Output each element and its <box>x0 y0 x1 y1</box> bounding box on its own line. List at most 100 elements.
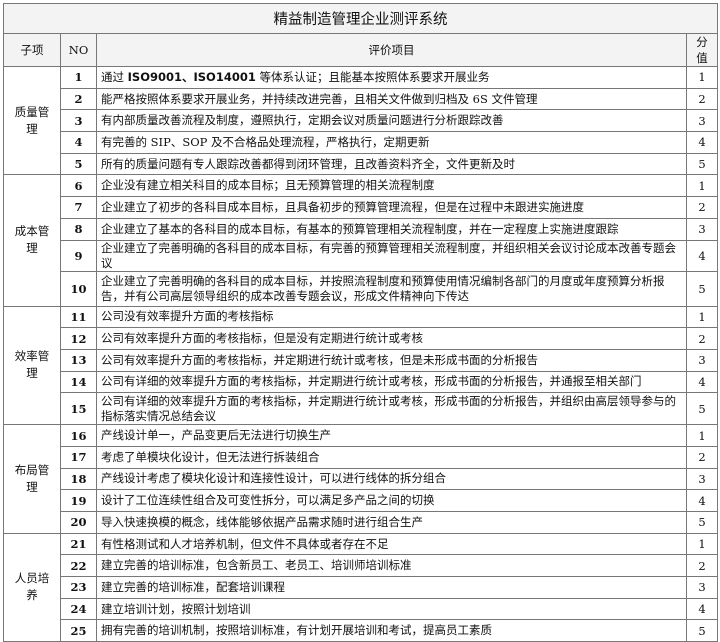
row-number: 1 <box>60 66 97 89</box>
evaluation-item: 通过 ISO9001、ISO14001 等体系认证；且能基本按照体系要求开展业务 <box>96 66 687 89</box>
evaluation-item: 企业建立了完善明确的各科目的成本目标，并按照流程制度和预算使用情况编制各部门的月… <box>96 270 687 307</box>
table-row: 15 公司有详细的效率提升方面的考核指标，并定期进行统计或考核，形成书面的分析报告… <box>4 392 718 426</box>
table-row: 3 有内部质量改善流程及制度，遵照执行，定期会议对质量问题进行分析跟踪改善 3 <box>4 109 718 133</box>
evaluation-item: 公司有效率提升方面的考核指标，但是没有定期进行统计或考核 <box>96 327 687 350</box>
row-number: 16 <box>60 424 97 447</box>
item-text: 公司有效率提升方面的考核指标，并定期进行统计或考核，但是未形成书面的分析报告 <box>101 352 538 367</box>
evaluation-item: 拥有完善的培训机制，按照培训标准，有计划开展培训和考试，提高员工素质 <box>96 619 687 642</box>
table-title: 精益制造管理企业测评系统 <box>3 3 718 34</box>
score-cell: 1 <box>686 66 718 89</box>
header-category: 子项 <box>3 33 61 67</box>
evaluation-item: 导入快速换模的概念，线体能够依据产品需求随时进行组合生产 <box>96 511 687 534</box>
item-text: 产线设计单一，产品变更后无法进行切换生产 <box>101 428 331 443</box>
score-cell: 4 <box>686 597 718 621</box>
score-cell: 2 <box>686 445 718 469</box>
score-cell: 5 <box>686 152 718 176</box>
header-item: 评价项目 <box>96 33 687 67</box>
score-cell: 2 <box>686 196 718 219</box>
table-row: 25 拥有完善的培训机制，按照培训标准，有计划开展培训和考试，提高员工素质 5 <box>4 619 718 642</box>
table-row: 布局管理 16 产线设计单一，产品变更后无法进行切换生产 1 <box>3 424 718 534</box>
evaluation-item: 企业建立了基本的各科目的成本目标，有基本的预算管理相关流程制度，并在一定程度上实… <box>96 217 687 241</box>
score-cell: 2 <box>686 554 718 578</box>
score-cell: 5 <box>686 511 718 534</box>
evaluation-item: 设计了工位连续性组合及可变性拆分，可以满足多产品之间的切换 <box>96 489 687 512</box>
item-text: 公司有效率提升方面的考核指标，但是没有定期进行统计或考核 <box>101 331 423 346</box>
header-row: 子项 NO 评价项目 分值 <box>3 33 718 67</box>
bold-text: ISO9001、ISO14001 <box>127 69 256 84</box>
score-cell: 5 <box>686 619 718 642</box>
table-row: 2 能严格按照体系要求开展业务，并持续改进完善，且相关文件做到归档及 6S 文件管… <box>4 87 718 111</box>
item-text: 通过 <box>101 69 128 84</box>
item-text: 建立完善的培训标准，包含新员工、老员工、培训师培训标准 <box>101 558 412 573</box>
item-text: 产线设计考虑了模块化设计和连接性设计，可以进行线体的拆分组合 <box>101 471 446 486</box>
item-text: 企业建立了基本的各科目的成本目标，有基本的预算管理相关流程制度，并在一定程度上实… <box>101 221 619 236</box>
row-number: 4 <box>60 131 97 154</box>
evaluation-item: 有完善的 SIP、SOP 及不合格品处理流程，严格执行，定期更新 <box>96 131 687 154</box>
item-text: 能严格按照体系要求开展业务，并持续改进完善，且相关文件做到归档及 6S 文件管理 <box>101 91 538 106</box>
item-text: 企业没有建立相关科目的成本目标；且无预算管理的相关流程制度 <box>101 178 435 193</box>
evaluation-item: 能严格按照体系要求开展业务，并持续改进完善，且相关文件做到归档及 6S 文件管理 <box>96 87 687 111</box>
table-row: 成本管理 6 企业没有建立相关科目的成本目标；且无预算管理的相关流程制度 1 <box>3 174 718 307</box>
evaluation-item: 公司有详细的效率提升方面的考核指标，并定期进行统计或考核，形成书面的分析报告，并… <box>96 370 687 394</box>
item-text: 企业建立了完善明确的各科目的成本目标，有完善的预算管理相关流程制度，并组织相关会… <box>101 240 676 270</box>
category-label: 成本管理 <box>14 224 50 256</box>
evaluation-item: 产线设计考虑了模块化设计和连接性设计，可以进行线体的拆分组合 <box>96 467 687 491</box>
evaluation-item: 有性格测试和人才培养机制，但文件不具体或者存在不足 <box>96 532 687 556</box>
row-number: 10 <box>60 270 97 307</box>
item-text: 考虑了单模块化设计，但无法进行拆装组合 <box>101 449 320 464</box>
row-number: 12 <box>60 327 97 350</box>
header-score: 分值 <box>686 33 718 67</box>
table-row: 10 企业建立了完善明确的各科目的成本目标，并按照流程制度和预算使用情况编制各部门… <box>4 270 718 307</box>
item-text: 企业建立了初步的各科目成本目标，且具备初步的预算管理流程，但是在过程中未跟进实施… <box>101 199 584 214</box>
table-row: 12 公司有效率提升方面的考核指标，但是没有定期进行统计或考核 2 <box>4 327 718 350</box>
table-row: 24 建立培训计划，按照计划培训 4 <box>4 597 718 621</box>
score-cell: 1 <box>686 532 718 556</box>
score-cell: 3 <box>686 217 718 241</box>
score-cell: 4 <box>686 489 718 512</box>
row-number: 15 <box>60 392 97 426</box>
row-number: 8 <box>60 217 97 241</box>
item-text: 有内部质量改善流程及制度，遵照执行，定期会议对质量问题进行分析跟踪改善 <box>101 113 504 128</box>
item-text: 公司有详细的效率提升方面的考核指标，并定期进行统计或考核，形成书面的分析报告，并… <box>101 374 642 389</box>
row-number: 19 <box>60 489 97 512</box>
score-cell: 3 <box>686 467 718 491</box>
item-text: 导入快速换模的概念，线体能够依据产品需求随时进行组合生产 <box>101 514 423 529</box>
row-number: 17 <box>60 445 97 469</box>
row-number: 24 <box>60 597 97 621</box>
category-label: 人员培养 <box>14 571 50 603</box>
evaluation-item: 考虑了单模块化设计，但无法进行拆装组合 <box>96 445 687 469</box>
table-row: 13 公司有效率提升方面的考核指标，并定期进行统计或考核，但是未形成书面的分析报告… <box>4 348 718 372</box>
category-cell: 布局管理 <box>3 424 61 534</box>
item-text: 公司有详细的效率提升方面的考核指标，并定期进行统计或考核，形成书面的分析报告，并… <box>101 393 676 423</box>
score-cell: 1 <box>686 305 718 329</box>
row-number: 6 <box>60 174 97 198</box>
item-text: 企业建立了完善明确的各科目的成本目标，并按照流程制度和预算使用情况编制各部门的月… <box>101 273 665 303</box>
row-number: 13 <box>60 348 97 372</box>
category-cell: 成本管理 <box>3 174 61 307</box>
header-no: NO <box>60 33 97 67</box>
row-number: 18 <box>60 467 97 491</box>
evaluation-item: 企业没有建立相关科目的成本目标；且无预算管理的相关流程制度 <box>96 174 687 198</box>
row-number: 14 <box>60 370 97 394</box>
table-row: 18 产线设计考虑了模块化设计和连接性设计，可以进行线体的拆分组合 3 <box>4 467 718 491</box>
row-number: 3 <box>60 109 97 133</box>
category-label: 质量管理 <box>14 104 50 136</box>
table-row: 4 有完善的 SIP、SOP 及不合格品处理流程，严格执行，定期更新 4 <box>4 131 718 154</box>
row-number: 9 <box>60 239 97 272</box>
evaluation-item: 建立完善的培训标准，配套培训课程 <box>96 576 687 599</box>
row-number: 21 <box>60 532 97 556</box>
evaluation-item: 建立完善的培训标准，包含新员工、老员工、培训师培训标准 <box>96 554 687 578</box>
evaluation-table: 精益制造管理企业测评系统 子项 NO 评价项目 分值 质量管理 1 通过 ISO90… <box>3 3 718 642</box>
category-cell: 效率管理 <box>3 305 61 426</box>
row-number: 11 <box>60 305 97 329</box>
table-row: 8 企业建立了基本的各科目的成本目标，有基本的预算管理相关流程制度，并在一定程度上… <box>4 217 718 241</box>
score-cell: 3 <box>686 348 718 372</box>
table-row: 人员培养 21 有性格测试和人才培养机制，但文件不具体或者存在不足 1 <box>3 532 718 642</box>
evaluation-item: 所有的质量问题有专人跟踪改善都得到闭环管理，且改善资料齐全，文件更新及时 <box>96 152 687 176</box>
score-cell: 2 <box>686 327 718 350</box>
score-cell: 3 <box>686 576 718 599</box>
score-cell: 3 <box>686 109 718 133</box>
category-label: 效率管理 <box>14 349 50 381</box>
table-row: 9 企业建立了完善明确的各科目的成本目标，有完善的预算管理相关流程制度，并组织相关… <box>4 239 718 272</box>
title-row: 精益制造管理企业测评系统 <box>3 3 718 34</box>
